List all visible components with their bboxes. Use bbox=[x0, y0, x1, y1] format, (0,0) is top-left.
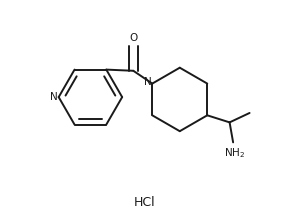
Text: N: N bbox=[50, 92, 58, 102]
Text: HCl: HCl bbox=[134, 196, 155, 209]
Text: N: N bbox=[144, 77, 151, 87]
Text: NH$_2$: NH$_2$ bbox=[224, 147, 245, 160]
Text: O: O bbox=[129, 33, 138, 43]
